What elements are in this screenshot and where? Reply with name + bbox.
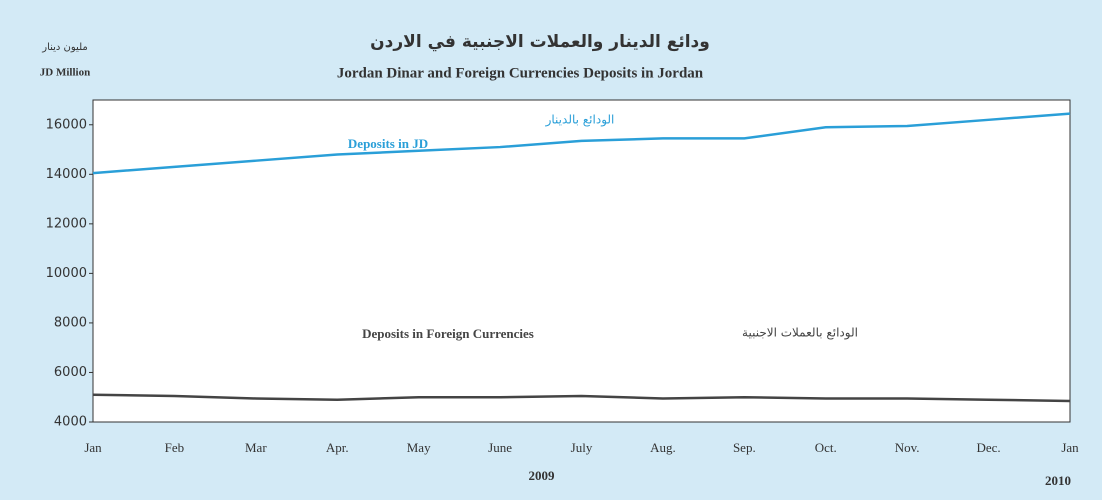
chart-title-ar: ودائع الدينار والعملات الاجنبية في الارد… bbox=[370, 32, 710, 52]
x-tick-label: Apr. bbox=[326, 440, 349, 455]
x-tick-label: Feb bbox=[165, 440, 185, 455]
x-tick-label: Jan bbox=[1061, 440, 1079, 455]
y-axis-label: JD Million bbox=[40, 67, 90, 79]
y-tick-label: 14000 bbox=[46, 167, 87, 182]
series-line bbox=[92, 112, 1071, 175]
x-tick-label: Sep. bbox=[733, 440, 756, 455]
x-tick-label: Oct. bbox=[815, 440, 837, 455]
series-label: Deposits in JD bbox=[348, 136, 428, 151]
y-tick-label: 12000 bbox=[46, 216, 87, 231]
y-tick-label: 16000 bbox=[46, 117, 87, 132]
x-tick-label: June bbox=[488, 440, 512, 455]
x-tick-label: Aug. bbox=[650, 440, 676, 455]
x-tick-label: Nov. bbox=[895, 440, 920, 455]
year-label: 2009 bbox=[529, 468, 556, 483]
plot-area bbox=[92, 99, 1071, 423]
x-tick-label: Dec. bbox=[976, 440, 1000, 455]
year-label: 2010 bbox=[1045, 473, 1071, 488]
x-tick-label: May bbox=[407, 440, 431, 455]
x-tick-label: July bbox=[571, 440, 593, 455]
series-label-ar: الودائع بالدينار bbox=[545, 113, 615, 128]
chart-title: Jordan Dinar and Foreign Currencies Depo… bbox=[337, 65, 704, 81]
y-axis-label-ar: مليون دينار bbox=[41, 42, 88, 53]
y-tick-label: 10000 bbox=[46, 266, 87, 281]
series-line bbox=[92, 393, 1071, 403]
x-tick-label: Jan bbox=[84, 440, 102, 455]
y-tick-label: 6000 bbox=[54, 365, 87, 380]
y-tick-label: 8000 bbox=[54, 315, 87, 330]
series-label: Deposits in Foreign Currencies bbox=[362, 326, 534, 341]
series-label-ar: الودائع بالعملات الاجنبية bbox=[742, 326, 858, 341]
y-tick-label: 4000 bbox=[54, 415, 87, 430]
x-tick-label: Mar bbox=[245, 440, 267, 455]
